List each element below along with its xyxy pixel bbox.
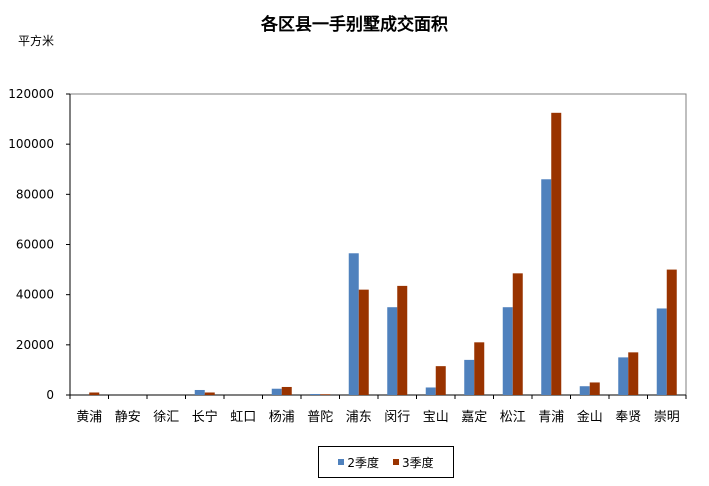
y-tick-label: 20000 [16, 338, 54, 352]
y-tick-label: 0 [46, 388, 54, 402]
bar-q3-10 [474, 342, 485, 395]
bar-q3-3 [204, 392, 215, 395]
bar-q2-11 [502, 307, 513, 395]
legend-swatch-q2 [338, 459, 345, 465]
legend-label-q2: 2季度 [347, 455, 379, 470]
bar-q3-14 [628, 352, 639, 395]
y-tick-label: 80000 [16, 187, 54, 201]
bar-chart: 0 20000 40000 60000 80000 100000 120000 黄浦 静安 徐汇长… [8, 87, 687, 425]
bar-q3-8 [397, 285, 408, 395]
x-tick-label: 杨浦 [269, 410, 295, 425]
bar-q3-15 [666, 269, 677, 395]
bar-q2-13 [579, 386, 590, 395]
bar-q2-8 [387, 307, 398, 395]
bar-q3-0 [89, 392, 100, 395]
y-axis-label: 平方米 [18, 34, 55, 48]
bar-q2-15 [656, 308, 667, 395]
bar-q3-13 [589, 382, 600, 395]
x-tick-label: 虹口 [230, 410, 256, 425]
x-tick-label: 黄浦 [76, 410, 102, 425]
x-tick-label: 闵行 [384, 410, 410, 425]
x-tick-label: 嘉定 [461, 410, 487, 425]
bar-q2-6 [310, 393, 321, 395]
bar-q2-10 [464, 359, 475, 395]
legend-swatch-q3 [393, 459, 399, 465]
x-tick-label: 宝山 [423, 410, 449, 425]
bar-q3-9 [435, 366, 446, 395]
chart-title: 各区县一手别墅成交面积 [261, 15, 448, 35]
x-tick-label: 金山 [577, 409, 603, 425]
plot-area [69, 93, 687, 396]
bar-q2-7 [348, 253, 359, 395]
y-tick-label: 40000 [16, 288, 54, 302]
bar-q3-6 [320, 394, 331, 395]
x-tick-label: 松江 [500, 410, 526, 425]
x-tick-label: 静安 [115, 410, 141, 425]
bar-q2-5 [271, 388, 282, 395]
legend-item-q2: 2季度 [338, 454, 379, 471]
y-tick-label: 120000 [8, 87, 54, 101]
bar-q3-5 [281, 386, 292, 395]
bar-q2-14 [618, 357, 629, 395]
bar-q3-7 [358, 289, 369, 395]
legend-label-q3: 3季度 [402, 455, 434, 470]
bar-q3-12 [551, 112, 562, 395]
bar-q2-3 [194, 389, 205, 395]
x-tick-label: 普陀 [307, 409, 333, 425]
x-tick-label: 徐汇 [153, 410, 179, 425]
legend-item-q3: 3季度 [393, 454, 434, 471]
bar-q2-12 [541, 179, 552, 395]
bar-q3-11 [512, 273, 523, 395]
bar-q2-9 [425, 387, 436, 395]
x-tick-label: 崇明 [654, 410, 680, 425]
legend: 2季度 3季度 [318, 446, 454, 478]
x-tick-label: 青浦 [538, 410, 564, 425]
x-tick-label: 浦东 [346, 410, 372, 425]
y-tick-label: 60000 [16, 238, 54, 252]
x-tick-label: 奉贤 [615, 410, 641, 425]
y-tick-label: 100000 [8, 137, 54, 151]
x-tick-label: 长宁 [192, 409, 218, 425]
